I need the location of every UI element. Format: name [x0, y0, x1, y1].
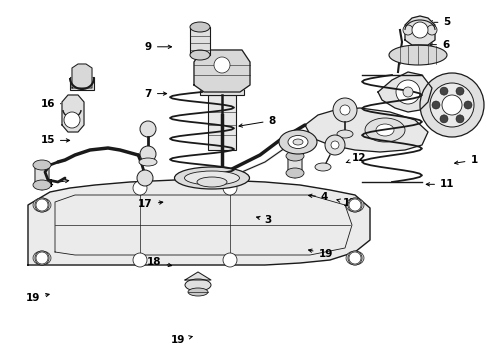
Polygon shape: [62, 95, 84, 132]
Circle shape: [137, 170, 153, 186]
Circle shape: [464, 101, 472, 109]
Polygon shape: [28, 180, 370, 265]
Circle shape: [412, 22, 428, 38]
Circle shape: [456, 115, 464, 123]
Text: 13: 13: [337, 198, 358, 208]
Text: 2: 2: [431, 126, 451, 136]
Ellipse shape: [188, 288, 208, 296]
Circle shape: [36, 199, 48, 211]
Circle shape: [331, 141, 339, 149]
Text: 19: 19: [171, 335, 192, 345]
Circle shape: [140, 121, 156, 137]
Polygon shape: [194, 50, 250, 92]
Polygon shape: [72, 64, 92, 88]
Text: 17: 17: [138, 199, 163, 210]
Circle shape: [223, 253, 237, 267]
Ellipse shape: [346, 198, 364, 212]
Circle shape: [140, 146, 156, 162]
Ellipse shape: [33, 180, 51, 190]
Circle shape: [223, 181, 237, 195]
Circle shape: [440, 115, 448, 123]
Circle shape: [430, 83, 474, 127]
Polygon shape: [35, 162, 49, 190]
Circle shape: [349, 199, 361, 211]
Ellipse shape: [346, 251, 364, 265]
Circle shape: [396, 80, 420, 104]
Text: 16: 16: [40, 99, 74, 109]
Ellipse shape: [139, 158, 157, 166]
Polygon shape: [288, 150, 302, 178]
Ellipse shape: [288, 135, 308, 148]
Circle shape: [35, 198, 49, 212]
Ellipse shape: [185, 171, 240, 185]
Ellipse shape: [376, 124, 394, 136]
Bar: [190, 27, 210, 55]
Text: 8: 8: [239, 116, 276, 127]
Circle shape: [456, 87, 464, 95]
Ellipse shape: [389, 45, 447, 65]
Circle shape: [214, 57, 230, 73]
Circle shape: [403, 25, 413, 35]
Bar: [70, 77, 94, 90]
Circle shape: [442, 95, 462, 115]
Ellipse shape: [286, 168, 304, 178]
Bar: [200, 81, 244, 95]
Text: 14: 14: [40, 179, 69, 189]
Polygon shape: [405, 16, 435, 45]
Text: 11: 11: [426, 179, 455, 189]
Ellipse shape: [33, 160, 51, 170]
Circle shape: [333, 98, 357, 122]
Text: 6: 6: [429, 40, 449, 50]
Circle shape: [415, 25, 425, 35]
Ellipse shape: [174, 167, 249, 189]
Polygon shape: [185, 272, 211, 280]
Ellipse shape: [293, 139, 303, 145]
Bar: [208, 95, 236, 150]
Text: 7: 7: [145, 89, 167, 99]
Ellipse shape: [279, 130, 317, 154]
Text: 1: 1: [455, 155, 478, 165]
Text: 4: 4: [309, 192, 328, 202]
Text: 12: 12: [346, 153, 367, 163]
Circle shape: [432, 101, 440, 109]
Circle shape: [348, 251, 362, 265]
Circle shape: [325, 135, 345, 155]
Circle shape: [420, 73, 484, 137]
Circle shape: [403, 87, 413, 97]
Polygon shape: [378, 72, 432, 112]
Text: 9: 9: [145, 42, 171, 52]
Circle shape: [133, 253, 147, 267]
Ellipse shape: [190, 22, 210, 32]
Text: 3: 3: [257, 215, 272, 225]
Circle shape: [349, 252, 361, 264]
Text: 19: 19: [26, 293, 49, 303]
Text: 5: 5: [429, 17, 451, 27]
Circle shape: [427, 25, 437, 35]
Circle shape: [133, 181, 147, 195]
Text: 10: 10: [406, 93, 432, 103]
Ellipse shape: [286, 151, 304, 161]
Ellipse shape: [337, 130, 353, 138]
Circle shape: [340, 105, 350, 115]
Circle shape: [440, 87, 448, 95]
Ellipse shape: [185, 279, 211, 291]
Circle shape: [348, 198, 362, 212]
Ellipse shape: [315, 163, 331, 171]
Text: 18: 18: [147, 257, 172, 267]
Circle shape: [64, 112, 80, 128]
Ellipse shape: [365, 118, 405, 142]
Ellipse shape: [190, 50, 210, 60]
Circle shape: [36, 252, 48, 264]
Text: 19: 19: [309, 249, 333, 259]
Ellipse shape: [33, 251, 51, 265]
Ellipse shape: [197, 177, 227, 187]
Text: 15: 15: [40, 135, 70, 145]
Circle shape: [35, 251, 49, 265]
Ellipse shape: [33, 198, 51, 212]
Polygon shape: [305, 108, 428, 152]
